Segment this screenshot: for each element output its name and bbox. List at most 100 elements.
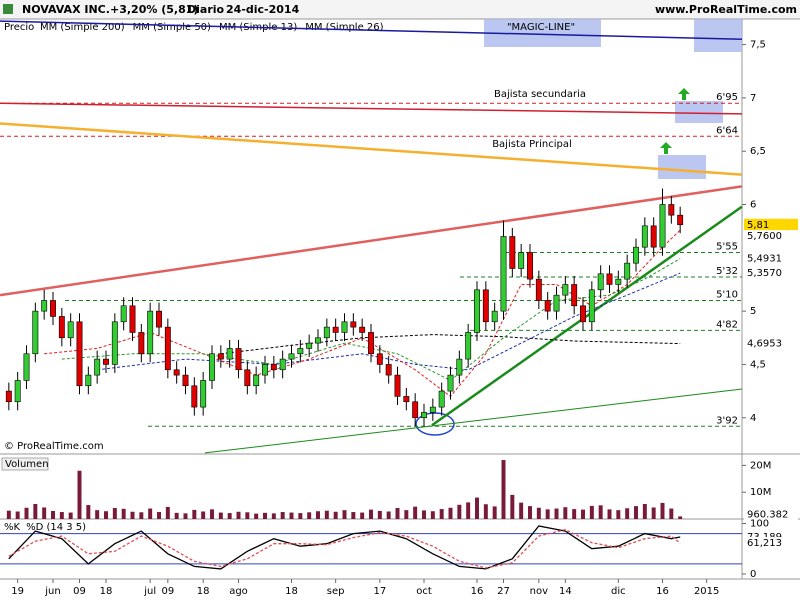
candle-body [421, 412, 427, 419]
change: +3,20% (5,81) [110, 3, 198, 16]
candle-body [465, 332, 472, 360]
candle-body [580, 305, 586, 323]
volume-bar [351, 512, 356, 519]
value-label: 5,7600 [747, 231, 782, 242]
volume-bar [263, 512, 267, 519]
candle-body [253, 374, 260, 387]
volume-bar [598, 505, 603, 519]
volume-bar [660, 502, 665, 519]
candle-body [474, 289, 480, 333]
candle-body [85, 374, 92, 387]
value-label-box [744, 218, 798, 231]
value-label: 5,3570 [747, 268, 782, 279]
candle-body [341, 321, 348, 333]
x-tick-label: 18 [285, 586, 298, 597]
candle-body [5, 390, 12, 403]
y-tick-label: 7,5 [750, 40, 766, 51]
volume-bar [6, 510, 11, 519]
x-tick-label: nov [530, 586, 548, 597]
candle-body [32, 310, 39, 355]
volume-bar [333, 511, 338, 519]
volume-bar [607, 509, 612, 519]
volume-bar [563, 507, 568, 519]
arrow-up [678, 88, 690, 100]
candle-body [315, 337, 321, 344]
x-tick-label: 19 [11, 586, 24, 597]
value-label-box [744, 252, 798, 265]
volume-bar [307, 512, 312, 519]
volume-bar [492, 506, 497, 519]
candle-body [668, 204, 675, 216]
header-bar [0, 0, 800, 19]
candle-body [403, 396, 410, 403]
volume-bar [457, 504, 462, 519]
oscillator-line [8, 528, 681, 569]
volume-bar [616, 510, 621, 519]
candle-body [597, 273, 604, 291]
candle-body [200, 380, 207, 408]
x-tick-label: 14 [559, 586, 572, 597]
value-label: 61,213 [747, 538, 782, 549]
volume-bar [42, 507, 47, 519]
volume-bar [157, 512, 161, 519]
volume-bar [86, 505, 91, 519]
candle-body [288, 353, 295, 360]
volume-bar [678, 516, 683, 519]
candle-body [606, 273, 613, 285]
candle-body [94, 358, 101, 376]
legend: Precio MM (Simple 200) MM (Simple 50) MM (… [4, 22, 384, 33]
legend-label: Precio [4, 22, 34, 33]
y-tick-label: 100 [750, 519, 769, 530]
candle-body [164, 326, 171, 371]
trend-line [0, 20, 743, 41]
volume-bar [112, 508, 117, 519]
x-tick-label: ago [229, 586, 248, 597]
volume-bar [24, 507, 29, 519]
candle-body [297, 348, 304, 355]
volume-bar [554, 508, 559, 519]
y-tick-label: 4 [750, 413, 756, 424]
panel-label-box [1, 457, 49, 471]
level-label: 5'32 [716, 266, 738, 277]
volume-bar [501, 460, 506, 519]
x-tick-label: 16 [656, 586, 669, 597]
candle-body [456, 358, 463, 376]
candle-body [527, 252, 533, 280]
level-label: 5'55 [716, 241, 738, 252]
volume-bar [33, 503, 38, 519]
candle-body [270, 364, 277, 371]
candle-body [138, 332, 145, 355]
candle-body [50, 300, 56, 317]
candle-body [41, 300, 48, 312]
candle-body [76, 321, 83, 387]
candle-body [659, 204, 666, 248]
y-tick-label: 4,5 [750, 359, 766, 370]
candle-body [650, 225, 657, 248]
x-tick-label: oct [416, 586, 432, 597]
x-tick-label: 09 [73, 586, 86, 597]
value-label-box [744, 508, 798, 521]
value-label: 5,81 [747, 220, 769, 231]
candle-body [412, 401, 419, 419]
legend-label: MM (Simple 50) [133, 22, 211, 33]
volume-bar [422, 510, 426, 519]
highlight-ellipse [415, 412, 455, 436]
volume-bar [545, 509, 550, 519]
oscillator-line [8, 525, 681, 570]
volume-bar [104, 511, 108, 519]
volume-bar [581, 509, 585, 519]
candle-body [394, 374, 401, 397]
candle-body [111, 321, 118, 365]
candle-body [58, 316, 65, 339]
volume-bar [439, 509, 444, 519]
value-label: 960.382 [747, 509, 788, 520]
candle-body [509, 236, 516, 269]
candle-body [217, 353, 224, 360]
volume-bar [528, 506, 532, 519]
volume-bar [536, 507, 541, 519]
y-tick-label: 6 [750, 200, 756, 211]
trend-line [0, 185, 743, 297]
volume-bar [377, 510, 382, 519]
